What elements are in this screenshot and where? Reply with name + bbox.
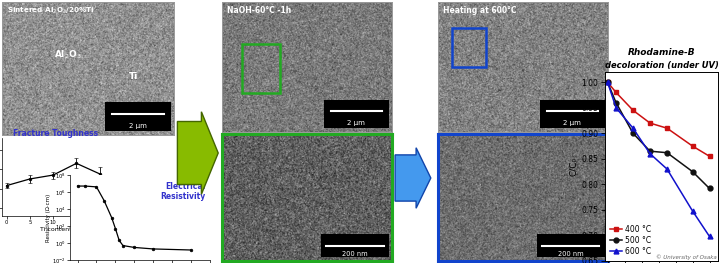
Bar xyxy=(451,28,485,67)
Y-axis label: C/C₀: C/C₀ xyxy=(570,157,578,176)
Text: Rhodamine-B: Rhodamine-B xyxy=(628,48,696,57)
FancyArrow shape xyxy=(395,148,431,208)
600 °C xyxy=(688,209,697,213)
Text: 200 nm: 200 nm xyxy=(558,251,583,257)
500 °C xyxy=(662,151,671,154)
600 °C xyxy=(662,168,671,171)
500 °C xyxy=(603,81,612,84)
Bar xyxy=(105,102,171,131)
Text: 200 nm: 200 nm xyxy=(342,251,367,257)
500 °C xyxy=(612,101,621,104)
Line: 400 °C: 400 °C xyxy=(605,80,712,159)
Bar xyxy=(320,234,389,257)
500 °C xyxy=(705,187,714,190)
400 °C xyxy=(662,127,671,130)
500 °C xyxy=(688,170,697,173)
Text: Electrical
Resistivity: Electrical Resistivity xyxy=(161,182,206,201)
400 °C xyxy=(612,91,621,94)
500 °C xyxy=(629,132,637,135)
Bar xyxy=(540,99,605,128)
Line: 600 °C: 600 °C xyxy=(605,80,712,239)
400 °C xyxy=(688,144,697,148)
Text: 2 μm: 2 μm xyxy=(347,120,365,127)
Text: NaOH-60°C -1h: NaOH-60°C -1h xyxy=(227,6,292,15)
600 °C xyxy=(705,235,714,238)
X-axis label: Ti content: Ti content xyxy=(40,226,71,231)
Text: 2 μm: 2 μm xyxy=(129,123,147,129)
400 °C xyxy=(629,109,637,112)
Y-axis label: Resistivity (Ω·cm): Resistivity (Ω·cm) xyxy=(45,193,50,242)
600 °C xyxy=(612,106,621,109)
Text: Sintered Al$_2$O$_3$/20%Ti: Sintered Al$_2$O$_3$/20%Ti xyxy=(7,6,94,16)
Bar xyxy=(536,234,605,257)
600 °C xyxy=(603,81,612,84)
Text: Ti: Ti xyxy=(130,72,139,81)
Text: 2 μm: 2 μm xyxy=(563,120,581,127)
400 °C xyxy=(705,155,714,158)
Text: Heating at 600°C: Heating at 600°C xyxy=(443,6,516,15)
Legend: 400 °C, 500 °C, 600 °C: 400 °C, 500 °C, 600 °C xyxy=(609,223,652,257)
Bar xyxy=(324,99,389,128)
Text: decoloration (under UV): decoloration (under UV) xyxy=(605,61,719,70)
400 °C xyxy=(646,122,654,125)
FancyArrow shape xyxy=(177,112,218,194)
500 °C xyxy=(646,150,654,153)
Text: © University of Osaka: © University of Osaka xyxy=(656,255,716,260)
Title: Fracture Toughness: Fracture Toughness xyxy=(13,129,98,138)
Line: 500 °C: 500 °C xyxy=(605,80,712,191)
Bar xyxy=(243,44,280,93)
Text: Al$_2$O$_3$: Al$_2$O$_3$ xyxy=(53,49,81,61)
600 °C xyxy=(646,152,654,155)
600 °C xyxy=(629,127,637,130)
400 °C xyxy=(603,81,612,84)
